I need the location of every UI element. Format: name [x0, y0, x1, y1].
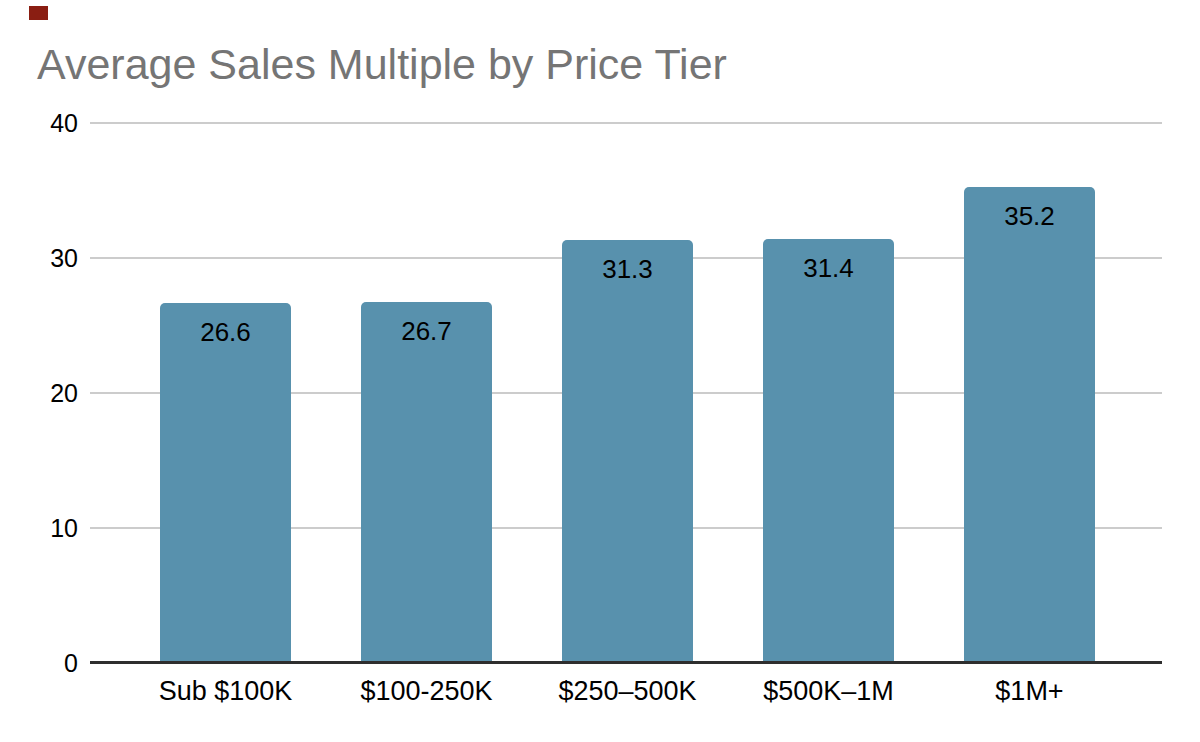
x-axis-category-label: Sub $100K — [116, 676, 336, 707]
y-axis-tick-label: 20 — [18, 380, 78, 406]
bar-chart: Average Sales Multiple by Price Tier 0 10… — [0, 0, 1200, 742]
bar-value-label: 26.6 — [160, 303, 291, 348]
y-axis-tick-label: 30 — [18, 245, 78, 271]
chart-title: Average Sales Multiple by Price Tier — [37, 43, 727, 86]
y-axis-tick-label: 0 — [18, 650, 78, 676]
y-axis-tick-label: 40 — [18, 110, 78, 136]
bar: 31.3 — [562, 240, 693, 663]
bar: 26.7 — [361, 302, 492, 662]
bar: 26.6 — [160, 303, 291, 662]
x-axis-category-label: $1M+ — [920, 676, 1140, 707]
bar-value-label: 35.2 — [964, 187, 1095, 232]
x-axis-category-label: $250–500K — [518, 676, 738, 707]
bar-value-label: 26.7 — [361, 302, 492, 347]
x-axis-line — [90, 661, 1162, 664]
bar: 31.4 — [763, 239, 894, 663]
y-axis-tick-label: 10 — [18, 515, 78, 541]
bar-value-label: 31.3 — [562, 240, 693, 285]
red-marker — [29, 6, 48, 20]
gridline — [90, 122, 1162, 124]
x-axis-category-label: $500K–1M — [719, 676, 939, 707]
bar: 35.2 — [964, 187, 1095, 662]
bar-value-label: 31.4 — [763, 239, 894, 284]
x-axis-category-label: $100-250K — [317, 676, 537, 707]
